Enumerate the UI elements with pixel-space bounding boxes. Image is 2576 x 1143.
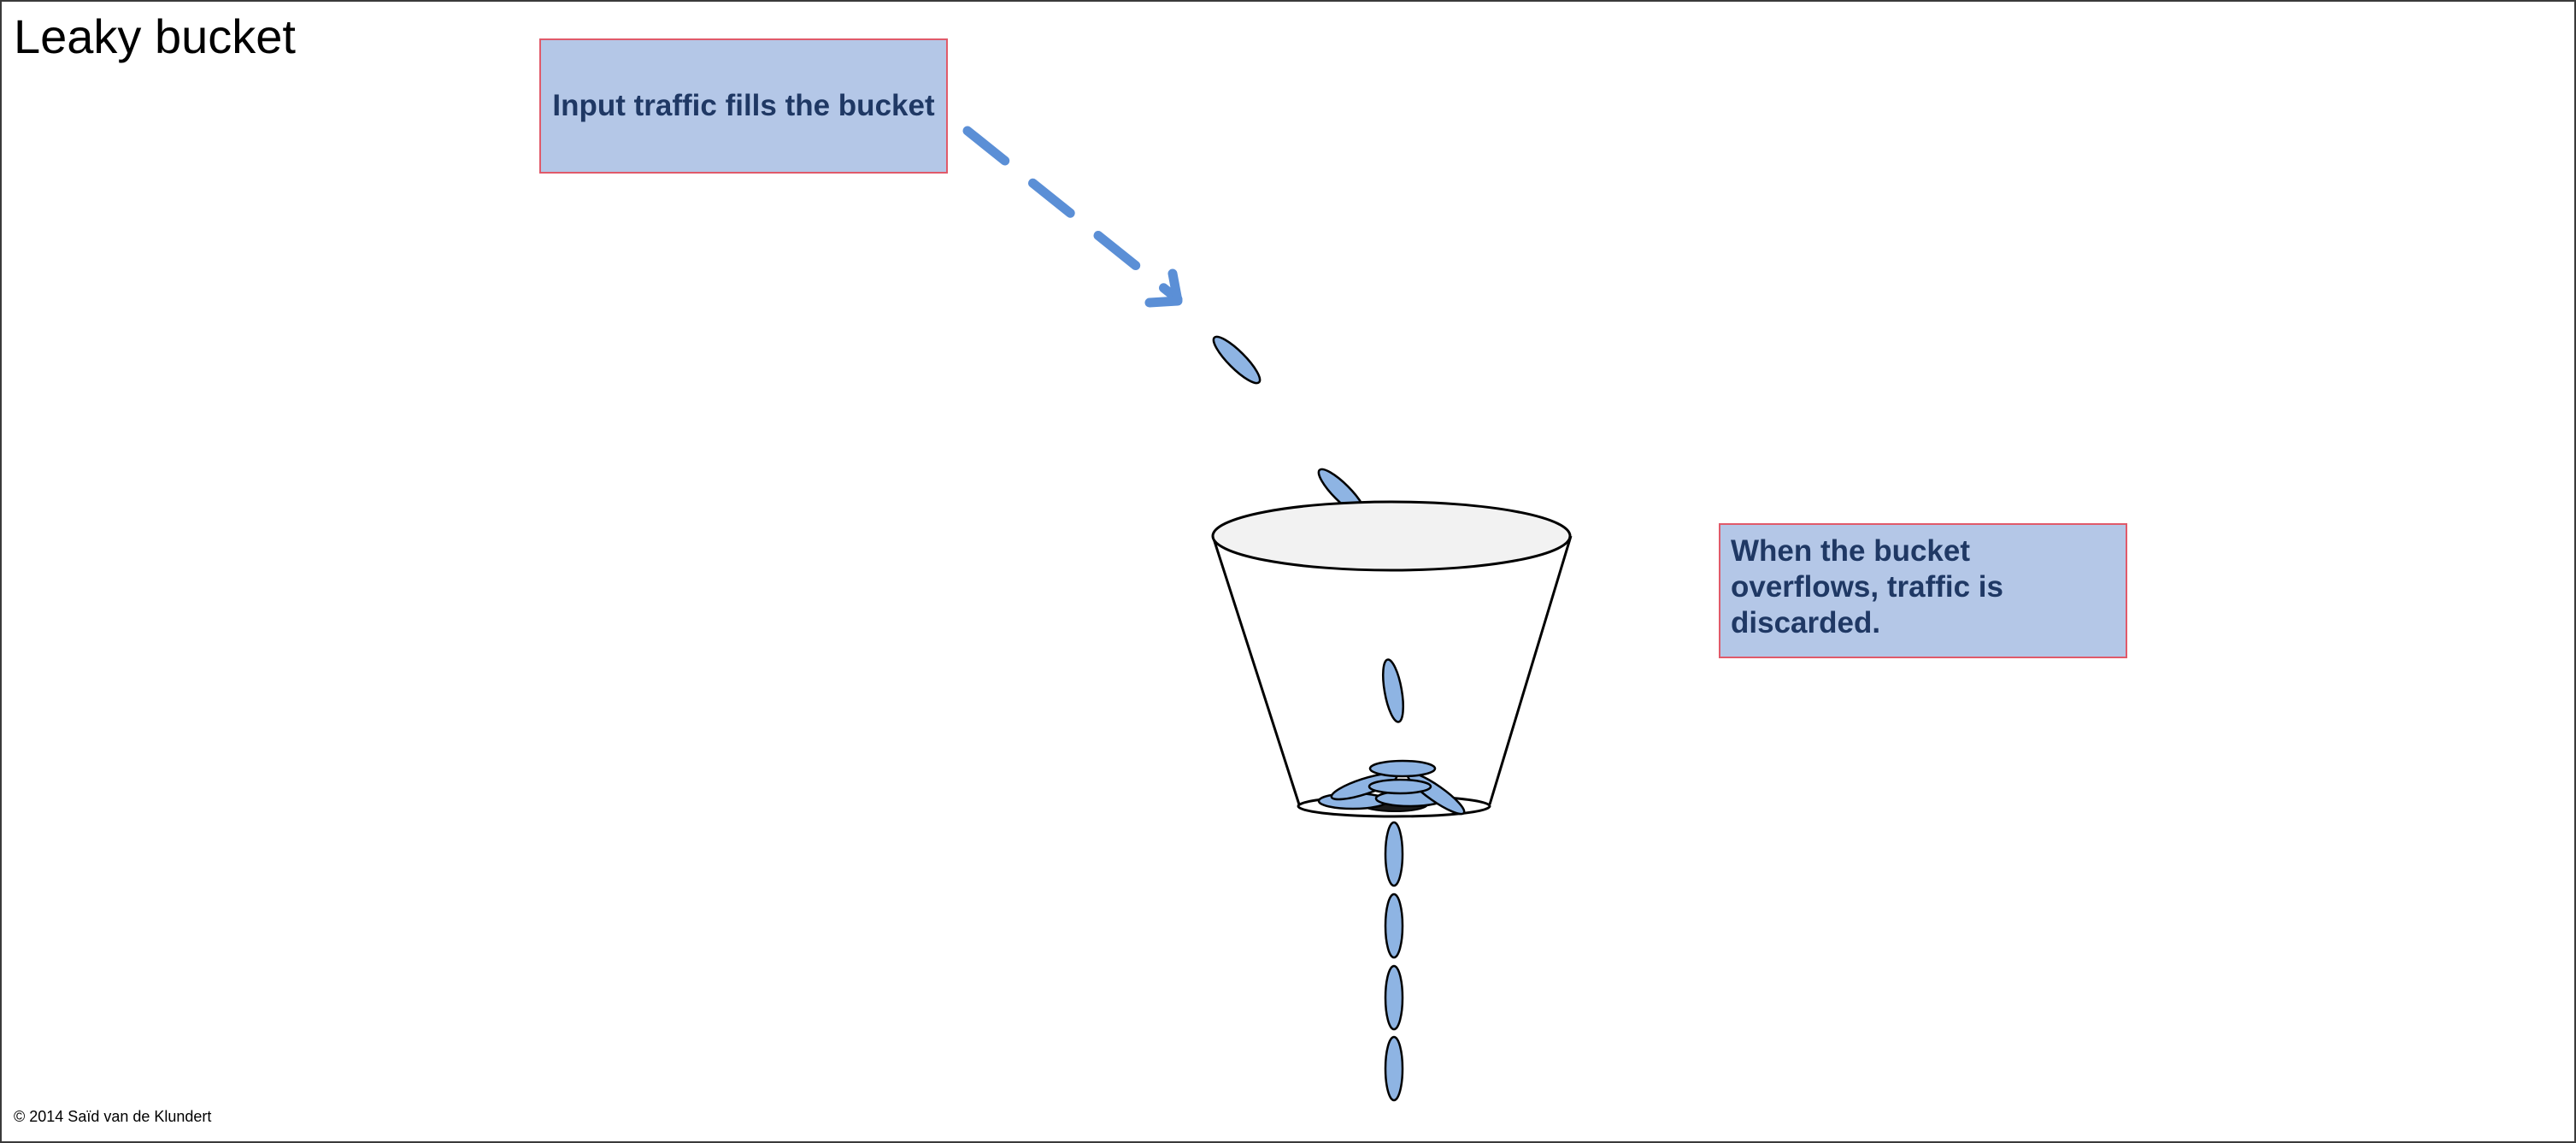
input-traffic-label: Input traffic fills the bucket [552,89,935,122]
overflow-label: When the bucket overflows, traffic is di… [1731,534,2003,639]
packet-icon [1384,1035,1404,1102]
packet-pile [1317,759,1466,816]
dashed-arrow-icon [962,126,1183,308]
copyright-notice: © 2014 Saïd van de Klundert [14,1108,212,1125]
packet-icon [1212,335,1262,385]
overflow-callout: When the bucket overflows, traffic is di… [1719,523,2127,658]
packet-icon [1384,893,1404,959]
diagram-title: Leaky bucket [14,9,296,63]
packet-icon [1368,759,1437,778]
packet-icon [1384,821,1404,887]
packet-icon [1384,964,1404,1031]
input-traffic-callout: Input traffic fills the bucket [539,38,948,174]
packet-icon [1381,658,1405,723]
packet-icon [1367,778,1432,795]
